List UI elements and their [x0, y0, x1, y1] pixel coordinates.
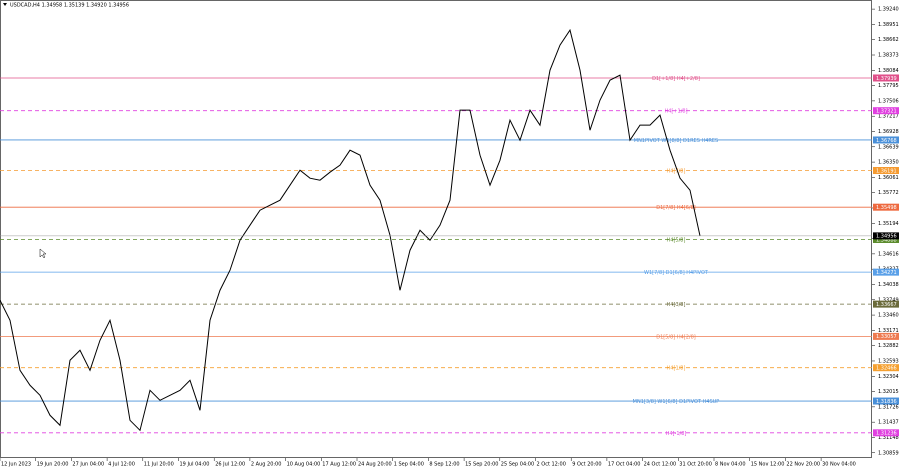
level-tag	[873, 107, 899, 115]
x-tick-label: 25 Sep 04:00	[501, 462, 534, 468]
current-price-label: 1.34956	[876, 234, 897, 240]
level-tag	[873, 364, 899, 372]
x-tick-label: 1 Sep 04:00	[394, 462, 424, 468]
level-label: H4[5/8]	[667, 237, 686, 243]
x-tick-label: 19 Jul 04:00	[180, 462, 210, 468]
level-tag	[873, 429, 899, 437]
x-tick-label: 24 Oct 12:00	[644, 462, 677, 468]
level-tag-label: 1.35498	[876, 205, 897, 211]
y-tick-label: 1.34616	[878, 251, 899, 257]
x-tick-label: 9 Oct 20:00	[572, 462, 601, 468]
level-tag	[873, 397, 899, 405]
cursor	[39, 248, 47, 259]
x-tick-label: 17 Aug 12:00	[322, 462, 356, 468]
y-tick-label: 1.31437	[878, 420, 899, 426]
level-tag	[873, 167, 899, 175]
x-tick-label: 15 Nov 12:00	[751, 462, 785, 468]
level-tag	[873, 332, 899, 340]
y-tick-label: 1.36061	[878, 175, 899, 181]
y-tick-label: 1.35194	[878, 221, 899, 227]
x-tick-label: 8 Nov 04:00	[715, 462, 746, 468]
y-tick-label: 1.38084	[878, 68, 899, 74]
x-tick-label: 15 Sep 20:00	[465, 462, 498, 468]
level-tag	[873, 235, 899, 243]
menu-icon	[3, 3, 7, 6]
x-tick-label: 10 Aug 04:00	[287, 462, 321, 468]
level-tag	[873, 300, 899, 308]
level-tag-label: 1.37939	[876, 76, 897, 82]
x-tick-label: 11 Jul 20:00	[144, 462, 174, 468]
y-tick-label: 1.33171	[878, 328, 899, 334]
level-tag-label: 1.34271	[876, 270, 897, 276]
y-tick-label: 1.32593	[878, 358, 899, 364]
level-label: H4[1/8]	[667, 366, 686, 372]
y-tick-label: 1.35772	[878, 190, 899, 196]
level-tag	[873, 74, 899, 82]
level-tag	[873, 268, 899, 276]
y-tick-label: 1.36928	[878, 129, 899, 135]
level-tag-label: 1.33667	[876, 302, 897, 308]
y-tick-label: 1.36639	[878, 144, 899, 150]
y-tick-label: 1.38951	[878, 22, 899, 28]
chart-title: USDCAD,H4 1.34958 1.35139 1.34920 1.3495…	[10, 3, 129, 9]
x-tick-label: 2 Oct 12:00	[537, 462, 566, 468]
level-tag-label: 1.36768	[876, 138, 897, 144]
y-tick-label: 1.37506	[878, 98, 899, 104]
y-tick-label: 1.32882	[878, 343, 899, 349]
x-tick-label: 2 Aug 20:00	[251, 462, 282, 468]
y-tick-label: 1.38662	[878, 37, 899, 43]
x-tick-label: 27 Jun 04:00	[72, 462, 104, 468]
y-tick-label: 1.39240	[878, 7, 899, 13]
y-tick-label: 1.30859	[878, 450, 899, 456]
level-tag	[873, 136, 899, 144]
y-tick-label: 1.32015	[878, 389, 899, 395]
x-tick-label: 24 Aug 20:00	[358, 462, 392, 468]
level-tag-label: 1.33057	[876, 334, 897, 340]
level-tag-label: 1.37321	[876, 108, 897, 114]
level-label: D1[5/8] H4[2/8]	[656, 334, 696, 340]
level-label: H4[-1/8]	[666, 431, 687, 437]
level-tag-label: 1.32466	[876, 365, 897, 371]
x-tick-label: 12 Jun 2023	[1, 462, 31, 468]
y-tick-label: 1.38373	[878, 53, 899, 59]
y-tick-label: 1.31726	[878, 404, 899, 410]
y-tick-label: 1.31148	[878, 435, 899, 441]
current-price-tag	[873, 232, 899, 240]
level-tag-label: 1.31836	[876, 399, 897, 405]
x-tick-label: 17 Oct 04:00	[608, 462, 641, 468]
y-tick-label: 1.37795	[878, 83, 899, 89]
x-tick-label: 26 Jul 12:00	[215, 462, 245, 468]
level-tag	[873, 203, 899, 211]
x-tick-label: 19 Jun 20:00	[37, 462, 69, 468]
level-tag-label: 1.31236	[876, 431, 897, 437]
x-tick-label: 22 Nov 20:00	[786, 462, 820, 468]
y-tick-label: 1.34038	[878, 282, 899, 288]
level-label: W1[7/8] D1[6/8] H4PIVOT	[644, 270, 709, 276]
y-tick-label: 1.37217	[878, 114, 899, 120]
x-tick-label: 4 Jul 12:00	[108, 462, 135, 468]
level-label: H4[3/8]	[667, 302, 686, 308]
x-tick-label: 30 Nov 04:00	[822, 462, 856, 468]
level-label: D1[7/8] H4[6/8]	[656, 205, 696, 211]
level-label: MN1[3/8] W1[6/8] D1PIVOT H4SUP	[633, 399, 720, 405]
x-tick-label: 31 Oct 20:00	[679, 462, 712, 468]
price-line	[0, 28, 701, 432]
level-label: H4[7/8]	[667, 169, 686, 175]
x-tick-label: 8 Sep 12:00	[429, 462, 459, 468]
level-tag-label: 1.36191	[876, 168, 897, 174]
level-label: MN1PIVOT W1[8/8] D1RES H4RES	[634, 138, 718, 144]
y-tick-label: 1.33749	[878, 297, 899, 303]
level-tag-label: 1.34888	[876, 237, 897, 243]
level-label: D1[+1/8] H4[+2/8]	[652, 76, 700, 82]
plot-frame	[0, 0, 872, 458]
y-tick-label: 1.33460	[878, 313, 899, 319]
y-tick-label: 1.36350	[878, 160, 899, 166]
level-label: H4[+1/8]	[664, 109, 687, 115]
y-tick-label: 1.32304	[878, 374, 899, 380]
